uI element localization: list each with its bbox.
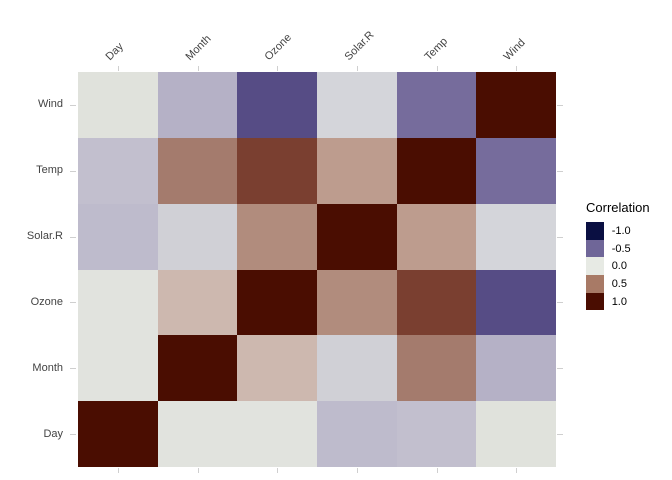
legend-entry-1.0: 1.0 — [586, 292, 650, 311]
heatmap-cell-Solar.R-Solar.R — [317, 204, 397, 270]
legend-entry--1.0: -1.0 — [586, 222, 650, 240]
legend-swatch — [586, 222, 604, 240]
legend-label: 0.0 — [611, 260, 627, 273]
axis-tick — [516, 468, 518, 473]
legend-entry-0.0: 0.0 — [586, 257, 650, 276]
heatmap-cell-Solar.R-Day — [78, 204, 158, 270]
axis-tick — [557, 302, 563, 304]
heatmap-cell-Ozone-Ozone — [237, 270, 317, 335]
legend-swatch — [586, 292, 604, 311]
heatmap-cell-Solar.R-Wind — [476, 204, 556, 270]
heatmap-cell-Day-Day — [78, 401, 158, 467]
heatmap-cell-Day-Wind — [476, 401, 556, 467]
heatmap-cell-Wind-Month — [158, 72, 237, 138]
heatmap-cell-Month-Day — [78, 335, 158, 401]
axis-tick — [557, 434, 563, 436]
heatmap-cell-Ozone-Day — [78, 270, 158, 335]
heatmap-cell-Ozone-Wind — [476, 270, 556, 335]
heatmap-cell-Ozone-Temp — [397, 270, 476, 335]
axis-tick — [557, 236, 563, 238]
heatmap-cell-Day-Temp — [397, 401, 476, 467]
heatmap-cell-Wind-Solar.R — [317, 72, 397, 138]
axis-tick — [436, 468, 438, 473]
heatmap-cell-Day-Month — [158, 401, 237, 467]
heatmap-cell-Solar.R-Month — [158, 204, 237, 270]
legend-label: 1.0 — [611, 295, 627, 308]
axis-tick — [356, 66, 358, 71]
axis-tick — [277, 66, 279, 71]
legend-entry--0.5: -0.5 — [586, 239, 650, 258]
heatmap-cell-Temp-Wind — [476, 138, 556, 204]
axis-tick — [197, 66, 199, 71]
heatmap-cell-Solar.R-Temp — [397, 204, 476, 270]
legend-swatch — [586, 275, 604, 293]
y-axis-label-Solar.R: Solar.R — [26, 230, 63, 243]
legend-title: Correlation — [586, 200, 650, 215]
axis-tick — [70, 434, 76, 436]
x-axis-label-Ozone: Ozone — [262, 31, 295, 63]
heatmap-cell-Month-Ozone — [237, 335, 317, 401]
heatmap-cell-Month-Solar.R — [317, 335, 397, 401]
x-axis-label-Wind: Wind — [501, 36, 528, 63]
heatmap-cell-Wind-Wind — [476, 72, 556, 138]
heatmap-cell-Ozone-Solar.R — [317, 270, 397, 335]
axis-tick — [70, 302, 76, 304]
heatmap-cell-Day-Ozone — [237, 401, 317, 467]
heatmap-cell-Temp-Day — [78, 138, 158, 204]
axis-tick — [557, 368, 563, 370]
legend-label: -1.0 — [611, 224, 631, 237]
axis-tick — [197, 468, 199, 473]
axis-tick — [516, 66, 518, 71]
axis-tick — [70, 236, 76, 238]
axis-tick — [70, 104, 76, 106]
heatmap-cell-Ozone-Month — [158, 270, 237, 335]
axis-tick — [277, 468, 279, 473]
heatmap-cell-Temp-Temp — [397, 138, 476, 204]
legend-entry-0.5: 0.5 — [586, 275, 650, 293]
x-axis-label-Solar.R: Solar.R — [342, 29, 377, 63]
legend-swatch — [586, 257, 604, 276]
axis-tick — [557, 104, 563, 106]
legend-items: -1.0 -0.5 0.0 0.5 1.0 — [586, 222, 650, 311]
y-axis-label-Temp: Temp — [36, 164, 63, 177]
heatmap-cell-Temp-Ozone — [237, 138, 317, 204]
legend-label: -0.5 — [611, 242, 631, 255]
legend-swatch — [586, 239, 604, 258]
axis-tick — [117, 468, 119, 473]
x-axis-label-Temp: Temp — [422, 35, 450, 63]
y-axis-label-Ozone: Ozone — [30, 295, 63, 308]
y-axis-label-Wind: Wind — [37, 98, 63, 111]
legend-label: 0.5 — [611, 277, 627, 290]
axis-tick — [436, 66, 438, 71]
heatmap-cell-Day-Solar.R — [317, 401, 397, 467]
heatmap-cell-Month-Temp — [397, 335, 476, 401]
heatmap-cell-Temp-Solar.R — [317, 138, 397, 204]
x-axis-label-Month: Month — [183, 32, 214, 63]
heatmap-grid — [78, 72, 556, 467]
legend: Correlation -1.0 -0.5 0.0 0.5 1.0 — [586, 200, 650, 311]
y-axis-label-Month: Month — [32, 361, 63, 374]
heatmap-cell-Wind-Day — [78, 72, 158, 138]
heatmap-cell-Month-Wind — [476, 335, 556, 401]
heatmap-cell-Solar.R-Ozone — [237, 204, 317, 270]
x-axis-label-Day: Day — [103, 40, 126, 63]
heatmap-cell-Month-Month — [158, 335, 237, 401]
heatmap-cell-Temp-Month — [158, 138, 237, 204]
heatmap-cell-Wind-Temp — [397, 72, 476, 138]
y-axis-label-Day: Day — [43, 427, 63, 440]
axis-tick — [356, 468, 358, 473]
axis-tick — [70, 170, 76, 172]
axis-tick — [70, 368, 76, 370]
heatmap-cell-Wind-Ozone — [237, 72, 317, 138]
axis-tick — [117, 66, 119, 71]
axis-tick — [557, 170, 563, 172]
